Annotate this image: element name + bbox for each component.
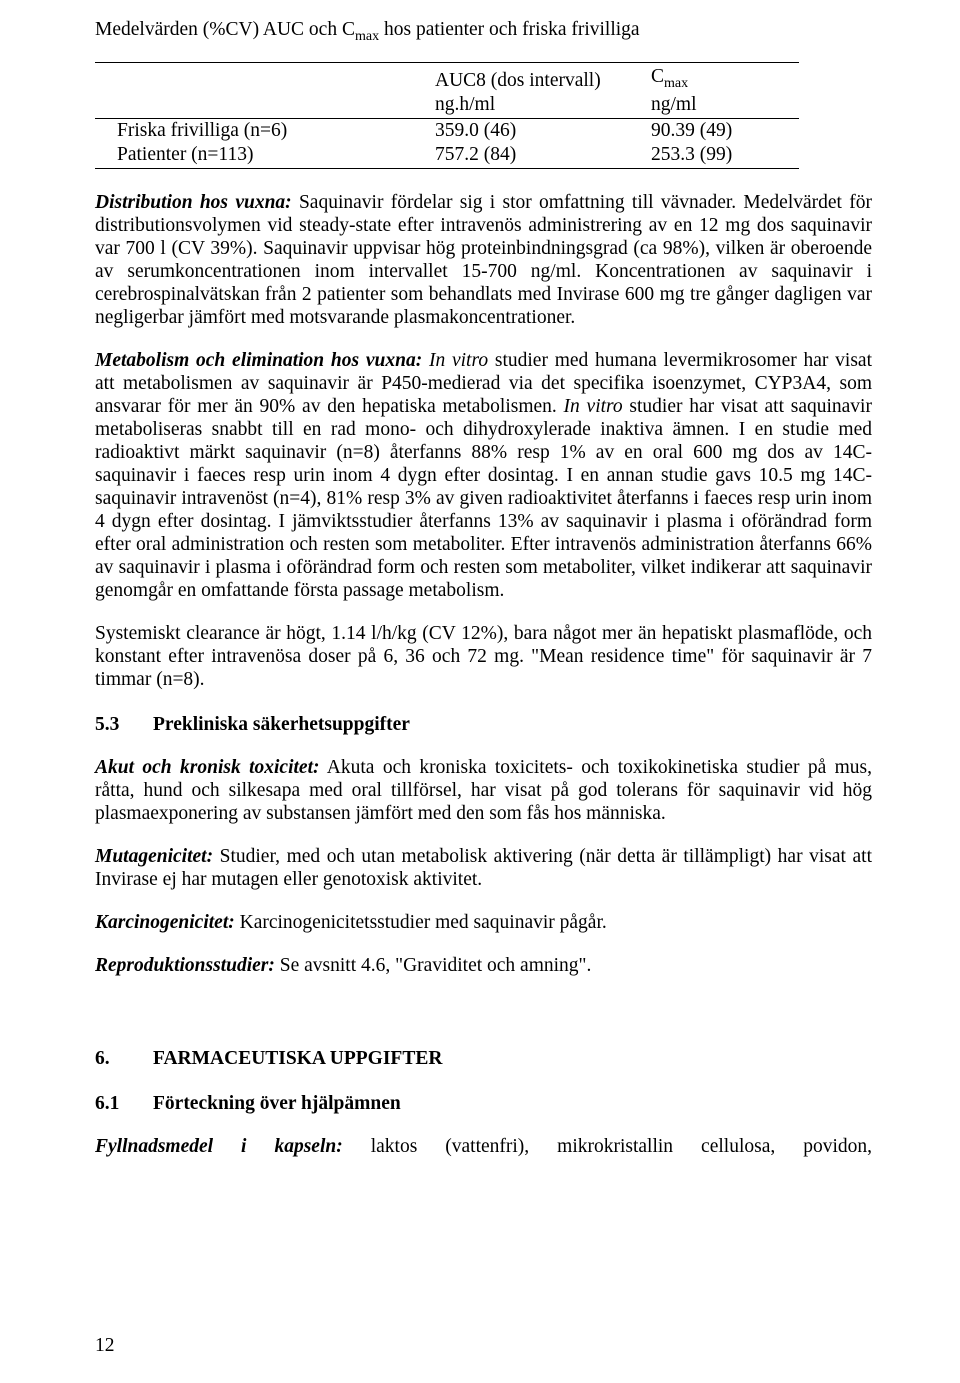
- it2: In vitro: [564, 396, 623, 417]
- caption-post: hos patienter och friska frivilliga: [379, 19, 639, 40]
- paragraph-excipients: Fyllnadsmedel i kapseln: laktos (vattenf…: [95, 1135, 872, 1158]
- section-5-3-title: Prekliniska säkerhetsuppgifter: [153, 714, 410, 735]
- row0-label: Friska frivilliga (n=6): [95, 118, 380, 143]
- body-carcinogenicity: Karcinogenicitetsstudier med saquinavir …: [235, 912, 607, 933]
- body-reproduction: Se avsnitt 4.6, "Graviditet och amning".: [275, 955, 592, 976]
- row0-auc: 359.0 (46): [380, 118, 643, 143]
- section-6-num: 6.: [95, 1047, 153, 1070]
- section-5-3-num: 5.3: [95, 713, 153, 736]
- col-empty: [95, 63, 380, 93]
- row1-auc: 757.2 (84): [380, 143, 643, 169]
- paragraph-metabolism: Metabolism och elimination hos vuxna: In…: [95, 349, 872, 602]
- col-cmax-line2: ng/ml: [643, 93, 799, 119]
- lead-toxicity: Akut och kronisk toxicitet:: [95, 757, 319, 778]
- paragraph-toxicity: Akut och kronisk toxicitet: Akuta och kr…: [95, 756, 872, 825]
- row1-label: Patienter (n=113): [95, 143, 380, 169]
- lead-mutagenicity: Mutagenicitet:: [95, 846, 213, 867]
- paragraph-reproduction: Reproduktionsstudier: Se avsnitt 4.6, "G…: [95, 954, 872, 977]
- seg2: studier har visat att saquinavir metabol…: [95, 396, 872, 601]
- lead-reproduction: Reproduktionsstudier:: [95, 955, 275, 976]
- paragraph-mutagenicity: Mutagenicitet: Studier, med och utan met…: [95, 845, 872, 891]
- lead-excipients: Fyllnadsmedel i kapseln:: [95, 1136, 343, 1157]
- it1: In vitro: [422, 350, 488, 371]
- body-excipients: laktos (vattenfri), mikrokristallin cell…: [343, 1136, 872, 1157]
- caption-pre: Medelvärden (%CV) AUC och C: [95, 19, 355, 40]
- section-5-3: 5.3Prekliniska säkerhetsuppgifter: [95, 713, 872, 736]
- section-6-1-num: 6.1: [95, 1092, 153, 1115]
- section-6-1: 6.1Förteckning över hjälpämnen: [95, 1092, 872, 1115]
- row0-cmax: 90.39 (49): [643, 118, 799, 143]
- col-auc-line1: AUC8 (dos intervall): [380, 63, 643, 93]
- page-number: 12: [95, 1334, 115, 1357]
- col-cmax-line1: Cmax: [643, 63, 799, 93]
- pk-table: AUC8 (dos intervall) Cmax ng.h/ml ng/ml …: [95, 62, 799, 168]
- caption-sub: max: [355, 28, 379, 44]
- table-row: Friska frivilliga (n=6) 359.0 (46) 90.39…: [95, 118, 799, 143]
- section-6-1-title: Förteckning över hjälpämnen: [153, 1093, 401, 1114]
- lead-distribution: Distribution hos vuxna:: [95, 192, 292, 213]
- paragraph-clearance: Systemiskt clearance är högt, 1.14 l/h/k…: [95, 622, 872, 691]
- lead-carcinogenicity: Karcinogenicitet:: [95, 912, 235, 933]
- table-caption: Medelvärden (%CV) AUC och Cmax hos patie…: [95, 18, 872, 44]
- section-6-title: FARMACEUTISKA UPPGIFTER: [153, 1048, 442, 1069]
- col-empty-2: [95, 93, 380, 119]
- section-6: 6.FARMACEUTISKA UPPGIFTER: [95, 1047, 872, 1070]
- paragraph-distribution: Distribution hos vuxna: Saquinavir förde…: [95, 191, 872, 329]
- lead-metabolism: Metabolism och elimination hos vuxna:: [95, 350, 422, 371]
- table-row: Patienter (n=113) 757.2 (84) 253.3 (99): [95, 143, 799, 169]
- col-auc-line2: ng.h/ml: [380, 93, 643, 119]
- row1-cmax: 253.3 (99): [643, 143, 799, 169]
- paragraph-carcinogenicity: Karcinogenicitet: Karcinogenicitetsstudi…: [95, 911, 872, 934]
